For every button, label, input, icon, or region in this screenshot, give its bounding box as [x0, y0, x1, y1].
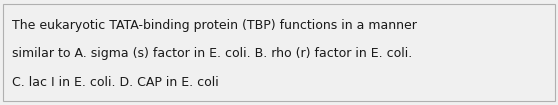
Text: similar to A. sigma (s) factor in E. coli. B. rho (r) factor in E. coli.: similar to A. sigma (s) factor in E. col… — [12, 47, 412, 60]
Text: The eukaryotic TATA-binding protein (TBP) functions in a manner: The eukaryotic TATA-binding protein (TBP… — [12, 19, 417, 32]
Text: C. lac I in E. coli. D. CAP in E. coli: C. lac I in E. coli. D. CAP in E. coli — [12, 76, 219, 89]
FancyBboxPatch shape — [3, 4, 555, 101]
